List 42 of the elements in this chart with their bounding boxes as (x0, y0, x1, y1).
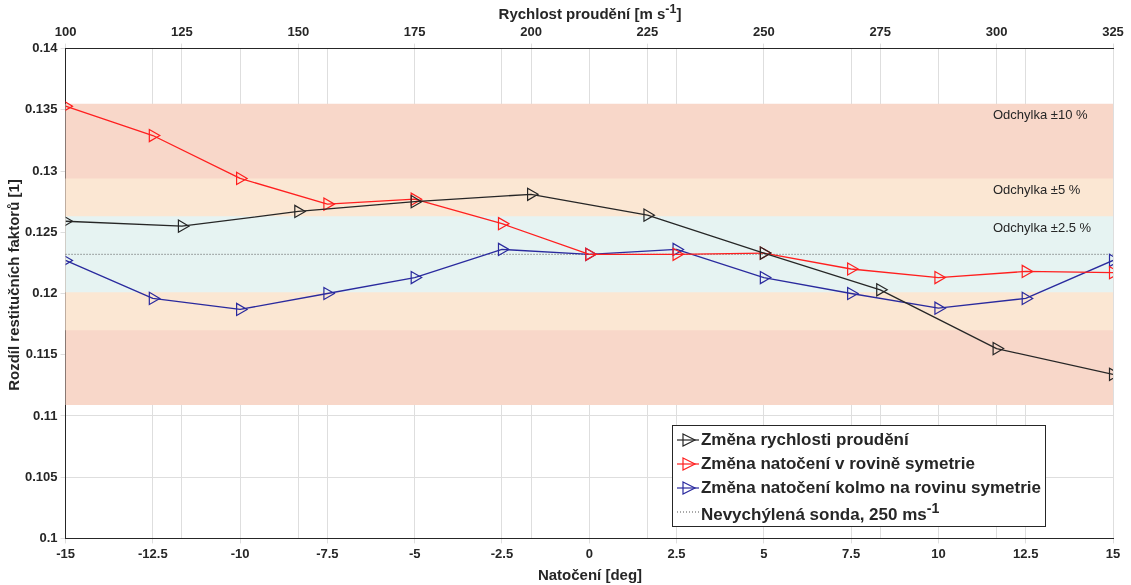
band-label: Odchylka ±5 % (993, 181, 1081, 197)
legend-label: Změna natočení kolmo na rovinu symetrie (700, 478, 1041, 498)
x-tick-label: -5 (408, 545, 421, 561)
y-tick-label: 0.125 (24, 223, 58, 239)
legend-label: Nevychýlená sonda, 250 ms$^{-1}$ (700, 499, 940, 525)
y-tick-label: 0.11 (32, 407, 58, 423)
x-axis-title: Natočení [deg] (536, 566, 644, 583)
y-tick-label: 0.12 (32, 285, 58, 301)
y-tick-label: 0.135 (24, 101, 58, 117)
x-tick-label: 12.5 (1013, 545, 1039, 561)
x-tick-label: 15 (1105, 545, 1121, 561)
legend-label: Změna natočení v rovině symetrie (700, 454, 975, 474)
band-label: Odchylka ±10 % (993, 107, 1089, 123)
x2-tick-label: 225 (636, 24, 659, 40)
x2-tick-label: 200 (520, 24, 542, 40)
band-label: Odchylka ±2.5 % (993, 219, 1092, 235)
x-tick-label: -15 (56, 545, 75, 561)
x-tick-label: -10 (230, 545, 250, 561)
x-tick-label: -7.5 (316, 545, 339, 561)
x2-tick-label: 300 (985, 24, 1008, 40)
x2-tick-label: 250 (752, 24, 775, 40)
legend-label: Změna rychlosti proudění (700, 430, 909, 450)
x-tick-label: 7.5 (842, 545, 861, 561)
x-tick-label: 5 (760, 545, 768, 561)
x-tick-label: -2.5 (490, 545, 514, 561)
y-tick-label: 0.1 (39, 529, 58, 545)
x2-tick-label: 325 (1102, 24, 1124, 40)
x2-tick-label: 175 (403, 24, 426, 40)
x-tick-label: 2.5 (667, 545, 686, 561)
x-tick-label: -12.5 (138, 545, 168, 561)
x2-tick-label: 125 (171, 24, 193, 40)
x-tick-label: 10 (931, 545, 946, 561)
y-tick-label: 0.14 (32, 40, 59, 56)
y-tick-label: 0.105 (24, 468, 58, 484)
y-axis-title: Rozdíl restitučních faktorů [1] (4, 179, 22, 391)
y-tick-label: 0.115 (25, 346, 58, 362)
x2-tick-label: 150 (287, 24, 310, 40)
x2-tick-label: 275 (869, 24, 892, 40)
y-tick-label: 0.13 (32, 162, 58, 178)
x2-tick-label: 100 (54, 24, 77, 40)
x-tick-label: 0 (585, 545, 593, 561)
x2-axis-title: Rychlost proudění [m s$^{-1}$] (497, 2, 683, 22)
